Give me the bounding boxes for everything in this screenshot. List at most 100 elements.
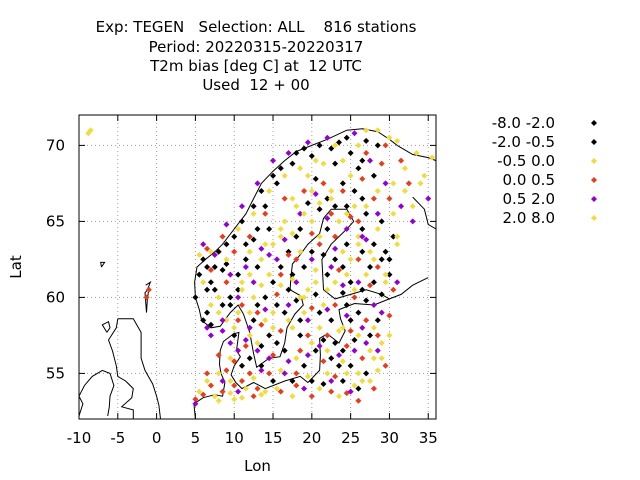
station-marker-s4 <box>235 347 242 354</box>
station-marker-s2 <box>378 340 385 346</box>
station-marker-s3 <box>367 282 374 289</box>
station-marker-s0 <box>359 195 366 202</box>
station-marker-s2 <box>363 271 370 278</box>
station-marker-s1 <box>227 294 234 301</box>
station-marker-s1 <box>308 153 315 160</box>
station-marker-s5 <box>370 355 377 362</box>
station-marker-s4 <box>285 358 292 365</box>
station-marker-s3 <box>246 370 253 377</box>
station-marker-s0 <box>200 317 207 324</box>
station-marker-s2 <box>304 172 311 179</box>
station-marker-s5 <box>316 385 323 392</box>
station-marker-s1 <box>293 233 300 240</box>
station-marker-s2 <box>390 210 397 217</box>
station-marker-s1 <box>262 203 269 210</box>
station-marker-s3 <box>359 175 366 182</box>
station-marker-s2 <box>207 248 214 255</box>
station-marker-s3 <box>382 142 389 149</box>
station-marker-s5 <box>223 256 230 263</box>
station-marker-s1 <box>211 286 218 293</box>
station-marker-s3 <box>390 286 397 293</box>
station-marker-s5 <box>332 279 339 286</box>
station-marker-s3 <box>405 180 412 187</box>
station-marker-s3 <box>332 233 339 240</box>
station-marker-s4 <box>398 203 405 210</box>
station-marker-s4 <box>308 256 315 263</box>
station-marker-s4 <box>382 180 389 187</box>
station-marker-s2 <box>324 370 331 377</box>
station-marker-s4 <box>227 271 234 278</box>
station-marker-s4 <box>258 245 265 252</box>
station-marker-s4 <box>343 226 350 232</box>
station-marker-s2 <box>347 172 354 179</box>
station-marker-s1 <box>258 343 265 350</box>
station-marker-s5 <box>231 324 238 331</box>
station-marker-s5 <box>374 188 381 194</box>
station-marker-s0 <box>223 241 230 248</box>
station-marker-s5 <box>246 248 253 255</box>
station-marker-s5 <box>297 165 304 172</box>
station-marker-s4 <box>281 370 288 377</box>
station-marker-s5 <box>258 391 265 398</box>
coastline-segment <box>107 318 134 419</box>
station-marker-s3 <box>332 373 339 380</box>
coastline-segment <box>101 320 111 333</box>
x-tick-label: 0 <box>152 429 162 447</box>
station-marker-s4 <box>370 302 377 308</box>
station-marker-s0 <box>390 233 397 240</box>
title-line-1: Exp: TEGEN Selection: ALL 816 stations <box>95 18 417 36</box>
station-marker-s0 <box>207 279 214 286</box>
station-marker-s2 <box>335 218 342 225</box>
station-marker-s0 <box>301 145 308 152</box>
station-marker-s3 <box>254 309 261 316</box>
station-marker-s5 <box>308 188 315 194</box>
legend: -8.0 -2.0-2.0 -0.5-0.5 0.00.0 0.50.5 2.0… <box>492 114 597 227</box>
station-marker-s2 <box>227 378 234 384</box>
station-marker-s4 <box>238 203 245 210</box>
station-marker-s0 <box>320 381 327 388</box>
station-marker-s3 <box>297 347 304 354</box>
station-marker-s1 <box>386 256 393 263</box>
station-marker-s0 <box>332 160 339 167</box>
station-marker-s2 <box>196 251 203 258</box>
station-marker-s4 <box>246 324 253 331</box>
station-marker-s0 <box>273 340 280 346</box>
coastline-segment <box>78 369 115 417</box>
station-marker-s4 <box>204 324 211 331</box>
station-marker-s4 <box>351 130 358 137</box>
station-marker-s3 <box>335 267 342 274</box>
station-marker-s2 <box>235 309 242 316</box>
station-marker-s5 <box>328 195 335 202</box>
station-marker-s4 <box>242 264 249 270</box>
station-marker-s1 <box>320 251 327 258</box>
station-marker-s5 <box>281 172 288 179</box>
station-marker-s3 <box>370 385 377 392</box>
station-marker-s4 <box>351 347 358 354</box>
station-marker-s0 <box>320 336 327 343</box>
station-marker-s4 <box>254 347 261 354</box>
station-marker-s2 <box>254 340 261 346</box>
legend-marker <box>591 196 597 202</box>
station-marker-s3 <box>277 388 284 395</box>
station-marker-s0 <box>332 340 339 346</box>
station-marker-s2 <box>246 332 253 339</box>
station-marker-s5 <box>246 309 253 316</box>
station-marker-s5 <box>297 294 304 301</box>
coastline-segment <box>412 196 437 230</box>
coastline-segment <box>389 277 429 300</box>
station-marker-s3 <box>219 388 226 395</box>
station-marker-s5 <box>238 394 245 401</box>
station-marker-s0 <box>289 271 296 278</box>
station-marker-s5 <box>215 309 222 316</box>
station-marker-s4 <box>207 332 214 339</box>
station-marker-s0 <box>339 347 346 354</box>
station-marker-s1 <box>378 291 385 298</box>
station-marker-s3 <box>324 332 331 339</box>
station-marker-s4 <box>266 355 273 362</box>
station-marker-s0 <box>347 279 354 286</box>
station-marker-s4 <box>332 245 339 252</box>
station-marker-s2 <box>250 374 257 381</box>
station-marker-s2 <box>270 324 277 331</box>
station-marker-s3 <box>246 233 253 240</box>
station-marker-s4 <box>273 256 280 263</box>
